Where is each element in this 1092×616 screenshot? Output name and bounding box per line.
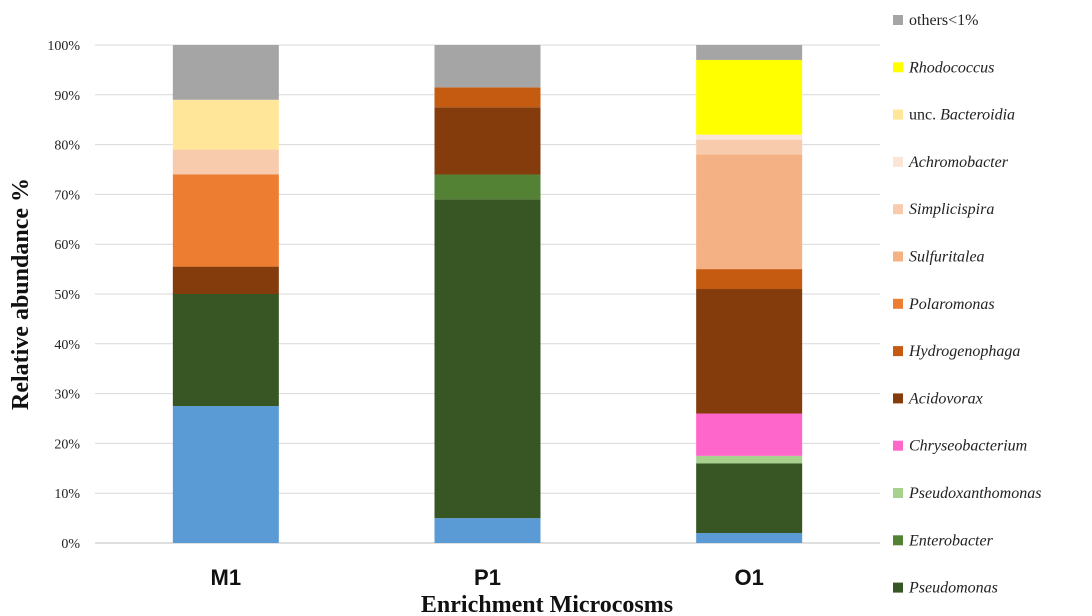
bar-segment-others-1- — [172, 45, 279, 100]
bar-segment-enterobacter — [434, 174, 541, 200]
bar-segment-hydrogenophaga — [696, 269, 803, 290]
y-tick-label: 40% — [54, 338, 80, 353]
bar-segment-acidovorax — [434, 107, 541, 175]
legend-label: Simplicispira — [909, 201, 994, 218]
y-tick-label: 100% — [47, 39, 80, 54]
bar-segment-polaromonas — [172, 174, 279, 267]
legend-label: Acidovorax — [908, 390, 983, 407]
legend-swatch — [893, 393, 903, 404]
legend-label: others<1% — [909, 12, 978, 29]
bar-segment-simplicispira — [696, 139, 803, 155]
y-tick-label: 50% — [54, 288, 80, 303]
bar-segment-acidovorax — [172, 266, 279, 294]
y-tick-label: 20% — [54, 437, 80, 452]
legend-label: Pseudomonas — [908, 580, 998, 597]
legend-swatch — [893, 15, 903, 25]
legend-swatch — [893, 346, 903, 357]
legend-swatch — [893, 109, 903, 120]
legend-swatch — [893, 204, 903, 215]
bar-segment-pseudomonas — [172, 294, 279, 407]
bar-segment-hydrogenophaga — [434, 87, 541, 108]
y-tick-label: 10% — [54, 487, 80, 502]
bar-stacks — [172, 45, 803, 543]
legend-swatch — [893, 582, 903, 593]
y-tick-label: 60% — [54, 238, 80, 253]
bar-segment-unc-bacteroidia — [172, 99, 279, 150]
legend-swatch — [893, 251, 903, 262]
legend-swatch — [893, 156, 903, 167]
bar-segment-sulfuritalea — [696, 154, 803, 270]
bar-segment-chryseobacterium — [696, 413, 803, 456]
x-category-label: O1 — [734, 565, 763, 590]
bar-segment-pseudoxanthomonas — [696, 455, 803, 464]
legend-swatch — [893, 62, 903, 73]
legend-label: Chryseobacterium — [909, 438, 1027, 455]
x-axis-categories: M1 P1 O1 — [211, 565, 764, 590]
y-tick-label: 90% — [54, 89, 80, 104]
bar-segment-others-1- — [434, 45, 541, 88]
y-tick-label: 80% — [54, 139, 80, 154]
bar-segment-acidovorax — [696, 289, 803, 414]
y-tick-label: 70% — [54, 188, 80, 203]
legend-label: Sulfuritalea — [909, 249, 985, 266]
legend: others<1% Rhodococcus unc. Bacteroidia Achr… — [893, 12, 1041, 597]
y-axis-ticks: 0% 10% 20% 30% 40% 50% 60% 70% 80% 90% 100% — [47, 39, 80, 552]
y-axis-title: Relative abundance % — [8, 178, 34, 410]
bar-segment-sediminibacterium — [434, 518, 541, 543]
y-tick-label: 0% — [61, 537, 80, 552]
bar-segment-achromobacter — [696, 134, 803, 140]
x-category-label: P1 — [474, 565, 501, 590]
legend-label: Hydrogenophaga — [908, 343, 1020, 360]
bar-segment-rhodococcus — [696, 59, 803, 135]
y-tick-label: 30% — [54, 388, 80, 403]
legend-swatch — [893, 535, 903, 546]
legend-swatch — [893, 488, 903, 498]
legend-label: Rhodococcus — [908, 59, 994, 76]
bar-segment-sediminibacterium — [172, 406, 279, 543]
legend-label: unc. Bacteroidia — [909, 107, 1015, 124]
legend-label: Enterobacter — [908, 532, 994, 549]
bar-segment-pseudomonas — [434, 199, 541, 519]
legend-label: Polaromonas — [908, 296, 995, 313]
legend-swatch — [893, 440, 903, 451]
bar-segment-others-1- — [696, 45, 803, 60]
legend-swatch — [893, 298, 903, 309]
bar-segment-simplicispira — [172, 149, 279, 175]
x-axis-title: Enrichment Microcosms — [421, 592, 673, 616]
bar-segment-pseudomonas — [696, 463, 803, 534]
legend-label: Pseudoxanthomonas — [908, 485, 1041, 502]
x-category-label: M1 — [211, 565, 242, 590]
legend-label: Achromobacter — [908, 154, 1009, 171]
bar-segment-sediminibacterium — [696, 533, 803, 543]
